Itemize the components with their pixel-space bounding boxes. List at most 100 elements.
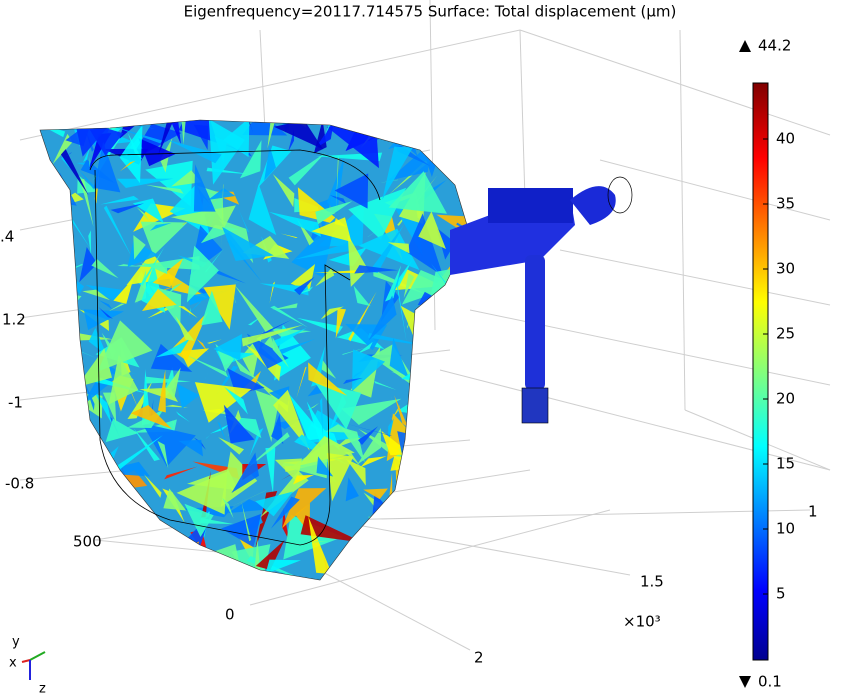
mesh-facet	[367, 217, 397, 238]
mesh-facet	[406, 413, 465, 454]
mesh-facet	[433, 120, 459, 125]
mesh-facet	[451, 401, 470, 432]
mesh-facet	[123, 281, 133, 295]
mesh-facet	[249, 427, 264, 457]
min-marker	[739, 676, 751, 688]
mesh-facet	[218, 437, 245, 455]
mesh-facet	[40, 497, 65, 515]
mesh-facet	[40, 487, 73, 542]
mesh-facet	[353, 285, 371, 307]
mesh-facet	[164, 466, 198, 480]
mesh-facet	[360, 456, 387, 468]
mesh-facet	[231, 452, 259, 493]
mesh-facet	[455, 558, 470, 565]
mesh-facet	[159, 548, 183, 580]
mesh-facet	[288, 152, 326, 186]
triad-label: z	[39, 682, 46, 697]
mesh-facet	[297, 187, 348, 228]
mesh-facet	[79, 247, 98, 283]
mesh-facet	[420, 120, 470, 136]
mesh-facet	[454, 475, 470, 504]
mesh-facet	[140, 221, 188, 256]
mesh-facet	[213, 333, 243, 361]
mesh-facet	[419, 542, 448, 578]
mesh-facet	[161, 541, 200, 563]
mesh-facet	[270, 496, 300, 529]
mesh-facet	[368, 224, 405, 274]
mesh-facet	[334, 173, 369, 209]
mesh-facet	[83, 146, 91, 163]
mesh-facet	[317, 204, 365, 247]
axis-multiplier: ×10³	[623, 613, 661, 631]
mesh-facet	[246, 333, 289, 369]
mesh-facet	[466, 300, 470, 303]
mesh-facet	[97, 320, 153, 372]
mesh-facet	[217, 421, 229, 450]
mesh-facet	[401, 516, 417, 557]
cup-outline	[39, 119, 471, 581]
mesh-facet	[259, 283, 309, 296]
mesh-facet	[473, 312, 476, 348]
mesh-facet	[340, 586, 400, 601]
mesh-facet	[300, 515, 364, 543]
axis-label: -1	[8, 394, 23, 412]
mesh-facet	[273, 389, 310, 451]
mesh-facet	[388, 120, 431, 150]
mesh-facet	[153, 532, 170, 569]
mesh-facet	[341, 398, 402, 425]
mesh-facet	[224, 386, 248, 415]
mesh-facet	[462, 455, 470, 501]
mesh-facet	[432, 599, 465, 607]
mesh-facet	[54, 463, 81, 473]
mesh-facet	[299, 286, 314, 294]
mesh-facet	[103, 205, 133, 258]
mesh-facet	[177, 383, 200, 409]
mesh-facet	[231, 289, 237, 304]
mesh-facet	[391, 404, 401, 420]
mesh-facet	[374, 120, 383, 131]
mesh-facet	[417, 179, 447, 207]
axis-label: 1.5	[640, 573, 664, 591]
mesh-facet	[115, 99, 131, 118]
mesh-facet	[376, 120, 389, 141]
mesh-facet	[42, 287, 68, 296]
mesh-facet	[265, 559, 301, 575]
mesh-facet	[163, 488, 187, 511]
mesh-facet	[170, 205, 236, 230]
mesh-facet	[382, 499, 430, 534]
mesh-facet	[119, 160, 136, 172]
mesh-facet	[145, 160, 193, 207]
mesh-facet	[272, 303, 298, 310]
mesh-facet	[189, 544, 246, 580]
mesh-facet	[434, 349, 445, 400]
triad-label: y	[12, 635, 20, 650]
mesh-facet	[429, 304, 450, 308]
mesh-facet	[451, 120, 453, 142]
mesh-facet	[178, 120, 218, 143]
mesh-facet	[59, 316, 65, 321]
colorbar-max: 44.2	[758, 37, 791, 55]
mesh-facet	[433, 120, 470, 152]
mesh-facet	[386, 504, 392, 518]
mesh-facet	[89, 588, 123, 597]
mesh-facet	[292, 474, 315, 485]
mesh-facet	[220, 451, 258, 508]
mesh-facet	[166, 367, 181, 400]
mesh-facet	[79, 309, 109, 331]
mesh-facet	[272, 337, 290, 368]
pipe	[450, 176, 633, 424]
mesh-facet	[222, 497, 234, 519]
mesh-facet	[309, 207, 330, 213]
mesh-facet	[222, 226, 274, 262]
mesh-facet	[68, 475, 128, 523]
mesh-facet	[82, 289, 110, 301]
mesh-facet	[162, 544, 188, 580]
mesh-facet	[40, 340, 73, 375]
mesh-facet	[40, 342, 77, 368]
mesh-facet	[387, 120, 420, 133]
mesh-facet	[306, 401, 334, 448]
mesh-facet	[81, 363, 123, 407]
mesh-facet	[321, 360, 337, 379]
mesh-facet	[381, 511, 412, 522]
